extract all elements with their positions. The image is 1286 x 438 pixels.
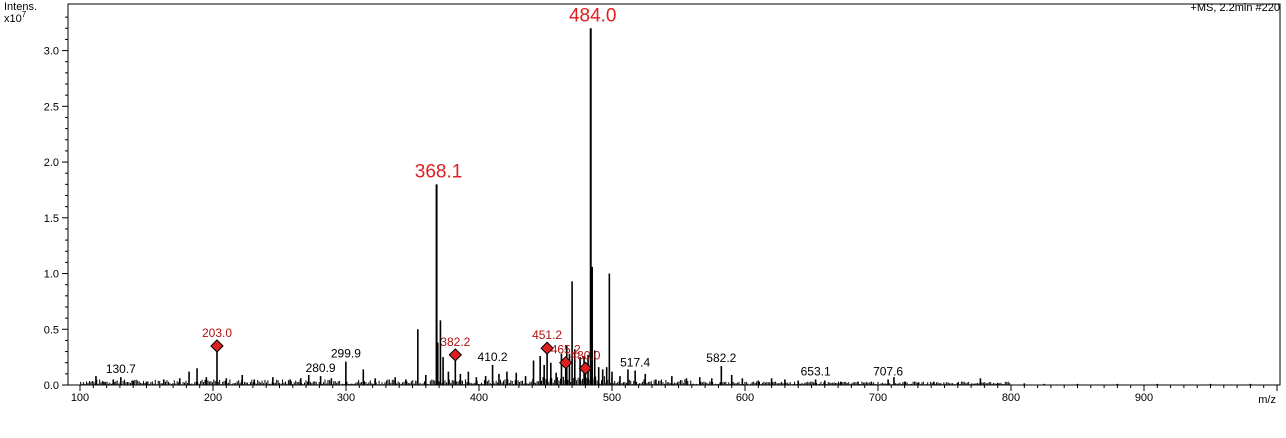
x-axis: 100 200 300 400 500 600 700 800 900: [71, 385, 1278, 404]
x-tick-label: 500: [603, 392, 621, 404]
peak-marker-diamond: [578, 361, 593, 375]
y-tick-label: 3.0: [44, 46, 59, 58]
peak-label: 653.1: [801, 364, 831, 378]
y-tick-label: 2.5: [44, 101, 59, 113]
x-tick-label: 300: [337, 392, 355, 404]
peak-label: 280.9: [306, 361, 336, 375]
peak-label: 517.4: [620, 356, 650, 370]
major-peak-label: 484.0: [569, 5, 617, 26]
x-tick-label: 900: [1135, 392, 1153, 404]
peak-label: 582.2: [706, 351, 736, 365]
plot-border: [67, 3, 1281, 386]
marked-peak-label: 451.2: [532, 328, 562, 342]
peak-marker-diamond: [540, 341, 554, 355]
peak-label: 299.9: [331, 347, 361, 361]
y-tick-label: 0.5: [44, 324, 59, 336]
x-tick-label: 200: [204, 392, 222, 404]
y-axis-scale-exponent: 7: [22, 10, 27, 19]
x-tick-label: 800: [1002, 392, 1020, 404]
spectrum-peaks: [80, 28, 1252, 385]
marked-peak-label: 382.2: [440, 335, 470, 349]
y-axis-scale-base: x10: [4, 13, 22, 25]
y-axis-label: Intens.: [4, 1, 37, 13]
peak-label: 130.7: [106, 362, 136, 376]
y-axis-scale-label: x107: [4, 10, 27, 25]
x-tick-label: 100: [71, 392, 89, 404]
peak-label: 707.6: [873, 364, 903, 378]
marked-peak-label: 465.2: [551, 343, 581, 357]
peak-label: 410.2: [478, 350, 508, 364]
x-tick-label: 600: [736, 392, 754, 404]
x-axis-label: m/z: [1258, 394, 1276, 406]
peak-marker-diamond: [210, 339, 224, 353]
scan-info-label: +MS, 2.2min #220: [1190, 2, 1280, 14]
marked-peak-label: 203.0: [202, 326, 232, 340]
peak-marker-diamond: [448, 348, 463, 362]
plot-frame: [67, 3, 1281, 386]
x-tick-label: 400: [470, 392, 488, 404]
y-axis: 0.0 0.5 1.0 1.5 2.0 2.5 3.0: [44, 16, 68, 392]
major-peak-label: 368.1: [415, 161, 463, 182]
marked-peak-label: 480.0: [570, 348, 600, 362]
peak-marker-diamond: [559, 355, 573, 370]
y-tick-label: 2.0: [44, 157, 59, 169]
y-tick-label: 1.5: [44, 213, 59, 225]
x-tick-label: 700: [869, 392, 887, 404]
y-tick-label: 1.0: [44, 269, 59, 281]
peak-markers: [210, 339, 593, 375]
y-tick-label: 0.0: [44, 380, 59, 392]
